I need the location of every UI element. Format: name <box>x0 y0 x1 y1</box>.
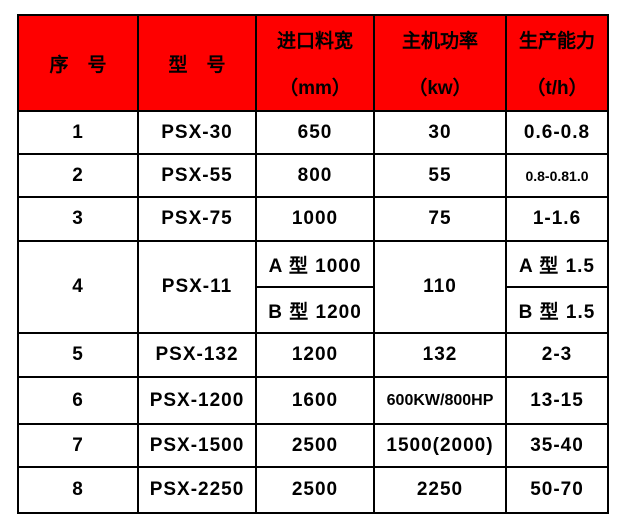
cell-capacity-7: 35-40 <box>505 423 609 468</box>
cell-power-6: 600KW/800HP <box>373 376 507 425</box>
cell-model-3: PSX-75 <box>137 196 257 242</box>
cell-model-1: PSX-30 <box>137 110 257 155</box>
header-model-label: 型 号 <box>168 54 226 76</box>
header-main-power-label: 主机功率 <box>401 31 478 52</box>
header-model: 型 号 <box>137 14 257 112</box>
cell-no-1: 1 <box>17 110 139 155</box>
header-inlet-width-label: 进口料宽 <box>276 31 353 52</box>
cell-no-5: 5 <box>17 332 139 378</box>
table-row-3: 3 PSX-75 1000 75 1-1.6 <box>17 196 609 242</box>
cell-power-4: 110 <box>373 240 507 334</box>
cell-width-4b: B 型 1200 <box>255 286 375 334</box>
cell-capacity-6: 13-15 <box>505 376 609 425</box>
header-inlet-width: 进口料宽 （mm） <box>255 14 375 112</box>
cell-power-2: 55 <box>373 153 507 198</box>
cell-model-5: PSX-132 <box>137 332 257 378</box>
header-main-power: 主机功率 （kw） <box>373 14 507 112</box>
table-row-1: 1 PSX-30 650 30 0.6-0.8 <box>17 110 609 155</box>
header-main-power-unit: （kw） <box>408 78 472 99</box>
header-capacity-unit: （t/h） <box>526 78 588 99</box>
cell-width-5: 1200 <box>255 332 375 378</box>
cell-capacity-1: 0.6-0.8 <box>505 110 609 155</box>
cell-model-8: PSX-2250 <box>137 466 257 514</box>
cell-width-2: 800 <box>255 153 375 198</box>
cell-capacity-4a: A 型 1.5 <box>505 240 609 288</box>
cell-model-6: PSX-1200 <box>137 376 257 425</box>
table-row-2: 2 PSX-55 800 55 0.8-0.81.0 <box>17 153 609 198</box>
cell-capacity-3: 1-1.6 <box>505 196 609 242</box>
cell-capacity-8: 50-70 <box>505 466 609 514</box>
product-spec-table: 序 号 型 号 进口料宽 （mm） 主机功率 （kw） <box>17 14 609 514</box>
cell-no-8: 8 <box>17 466 139 514</box>
cell-width-8: 2500 <box>255 466 375 514</box>
table-row-5: 5 PSX-132 1200 132 2-3 <box>17 332 609 378</box>
cell-power-5: 132 <box>373 332 507 378</box>
cell-width-3: 1000 <box>255 196 375 242</box>
table-row-6: 6 PSX-1200 1600 600KW/800HP 13-15 <box>17 376 609 425</box>
cell-capacity-4b: B 型 1.5 <box>505 286 609 334</box>
header-row: 序 号 型 号 进口料宽 （mm） 主机功率 （kw） <box>17 14 609 112</box>
table-row-4a: 4 PSX-11 A 型 1000 110 A 型 1.5 <box>17 240 609 334</box>
table-row-4b: B 型 1200 B 型 1.5 <box>18 286 609 334</box>
cell-capacity-2: 0.8-0.81.0 <box>505 153 609 198</box>
cell-power-1: 30 <box>373 110 507 155</box>
cell-width-4a: A 型 1000 <box>255 240 375 288</box>
cell-width-7: 2500 <box>255 423 375 468</box>
cell-power-7: 1500(2000) <box>373 423 507 468</box>
cell-model-2: PSX-55 <box>137 153 257 198</box>
table-row-8: 8 PSX-2250 2500 2250 50-70 <box>17 466 609 514</box>
cell-capacity-5: 2-3 <box>505 332 609 378</box>
header-serial-label: 序 号 <box>49 54 107 76</box>
cell-no-6: 6 <box>17 376 139 425</box>
cell-width-1: 650 <box>255 110 375 155</box>
cell-width-6: 1600 <box>255 376 375 425</box>
cell-no-2: 2 <box>17 153 139 198</box>
header-capacity-label: 生产能力 <box>518 31 595 52</box>
cell-model-7: PSX-1500 <box>137 423 257 468</box>
table-row-7: 7 PSX-1500 2500 1500(2000) 35-40 <box>17 423 609 468</box>
cell-power-8: 2250 <box>373 466 507 514</box>
header-inlet-width-unit: （mm） <box>279 78 351 99</box>
header-serial-number: 序 号 <box>17 14 139 112</box>
cell-no-3: 3 <box>17 196 139 242</box>
header-capacity: 生产能力 （t/h） <box>505 14 609 112</box>
cell-power-3: 75 <box>373 196 507 242</box>
cell-model-4: PSX-11 <box>137 240 257 334</box>
cell-no-7: 7 <box>17 423 139 468</box>
cell-no-4: 4 <box>17 240 139 334</box>
